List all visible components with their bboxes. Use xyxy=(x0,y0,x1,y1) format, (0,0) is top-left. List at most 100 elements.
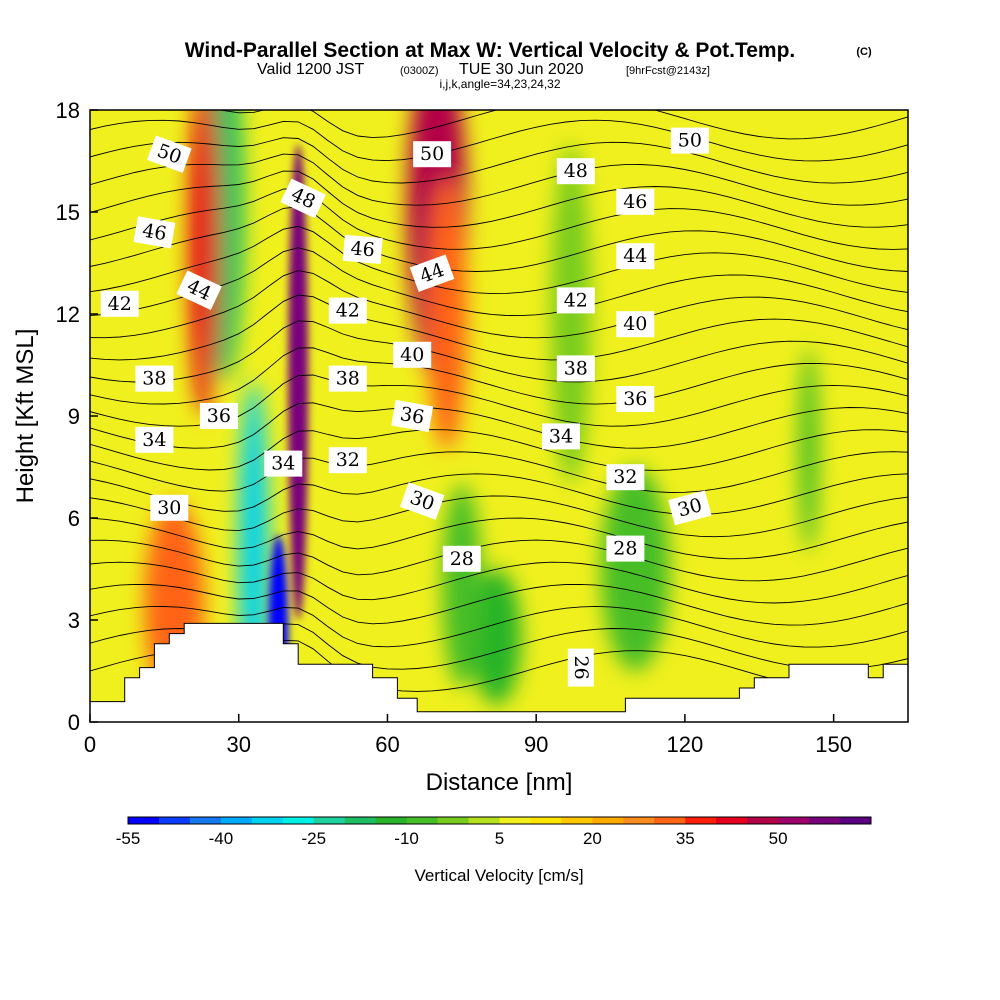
contour-label: 44 xyxy=(409,254,455,292)
theta-contour xyxy=(90,247,908,317)
contour-label: 46 xyxy=(342,234,383,265)
y-tick-label: 15 xyxy=(56,200,80,225)
contour-label-box xyxy=(328,297,367,324)
colorbar-swatch xyxy=(406,817,439,824)
y-tick-label: 9 xyxy=(68,404,80,429)
contour-label-box xyxy=(442,545,481,572)
contour-label: 48 xyxy=(556,158,595,185)
contour-label-box xyxy=(264,450,303,477)
contour-label-box xyxy=(616,386,655,412)
colorbar-swatch xyxy=(716,817,748,824)
contour-label-text: 38 xyxy=(142,368,166,390)
theta-contour xyxy=(90,137,908,184)
contour-label: 44 xyxy=(616,243,655,270)
theta-contour xyxy=(90,294,908,361)
theta-contour xyxy=(90,451,908,493)
velocity-cell xyxy=(551,144,591,484)
x-axis: 0 30 60 90 120 150 xyxy=(84,714,852,757)
contour-label: 26 xyxy=(567,648,594,687)
velocity-cell xyxy=(441,484,482,688)
contour-label-text: 46 xyxy=(623,191,647,213)
contour-label-text: 42 xyxy=(108,293,132,315)
contour-label: 50 xyxy=(670,127,709,154)
theta-contour xyxy=(90,429,908,471)
x-tick-label: 60 xyxy=(375,732,399,757)
colorbar-swatch xyxy=(158,817,191,824)
colorbar-swatch xyxy=(840,817,872,824)
colorbar-swatch xyxy=(220,817,253,824)
y-axis-label: Height [Kft MSL] xyxy=(12,329,39,504)
theta-contour xyxy=(90,206,908,272)
valid-prefix: Valid 1200 JST xyxy=(257,61,365,78)
theta-contour xyxy=(90,170,908,228)
contour-label-box xyxy=(176,270,222,311)
contour-label-box xyxy=(556,158,595,185)
contour-label: 28 xyxy=(606,535,645,562)
contour-label: 32 xyxy=(606,464,645,491)
contour-label-box xyxy=(342,234,383,265)
theta-contour xyxy=(90,225,908,295)
contour-label-text: 28 xyxy=(450,548,474,570)
theta-contour xyxy=(90,473,908,515)
contour-label-text: 40 xyxy=(623,313,647,335)
contour-label: 34 xyxy=(542,423,580,450)
contour-label-text: 42 xyxy=(564,289,588,311)
colorbar-tick-label: -40 xyxy=(209,829,234,848)
x-tick-label: 90 xyxy=(524,732,548,757)
contour-label-box xyxy=(567,648,594,687)
y-tick-label: 12 xyxy=(56,302,80,327)
contour-label-box xyxy=(606,535,645,562)
valid-z: (0300Z) xyxy=(400,65,439,77)
contour-label: 30 xyxy=(668,490,712,526)
theta-contours xyxy=(90,110,908,692)
contour-label: 38 xyxy=(135,365,174,392)
contour-label: 50 xyxy=(413,141,452,168)
theta-contour xyxy=(90,517,908,560)
contour-label: 36 xyxy=(199,403,238,429)
contour-label-text: 50 xyxy=(420,143,444,165)
contour-label-box xyxy=(135,365,174,392)
contour-label-box xyxy=(606,464,645,491)
contour-label-text: 34 xyxy=(271,453,295,475)
contour-label-text: 32 xyxy=(613,466,637,488)
velocity-cell xyxy=(189,110,219,416)
colorbar-swatch xyxy=(530,817,562,824)
x-tick-label: 30 xyxy=(226,732,250,757)
velocity-cell xyxy=(471,569,522,705)
colorbar-swatch xyxy=(654,817,686,824)
contour-label-text: 38 xyxy=(336,368,360,390)
contour-label-box xyxy=(150,494,189,521)
index-line: i,j,k,angle=34,23,24,32 xyxy=(439,77,560,91)
contour-label: 42 xyxy=(100,290,139,317)
contour-label-box xyxy=(616,243,655,270)
theta-contour xyxy=(90,402,908,449)
contour-label-text: 36 xyxy=(207,405,231,427)
forecast-tag: [9hrFcst@2143z] xyxy=(626,65,710,77)
contour-label-text: 34 xyxy=(549,425,573,447)
contour-label: 50 xyxy=(146,135,192,173)
colorbar-swatch xyxy=(623,817,655,824)
colorbar-tick-label: 5 xyxy=(495,829,504,848)
contour-label-box xyxy=(328,447,367,474)
velocity-cell xyxy=(427,178,467,450)
contour-label: 28 xyxy=(442,545,481,572)
contour-label: 30 xyxy=(399,482,445,520)
contour-label-box xyxy=(409,254,455,292)
theta-contour xyxy=(90,561,908,604)
contour-label-box xyxy=(391,399,434,433)
contour-label-box xyxy=(146,135,192,173)
y-axis: 0 3 6 9 12 15 18 xyxy=(56,98,98,735)
colorbar-frame xyxy=(127,816,872,825)
theta-contour xyxy=(218,110,908,140)
contour-label-text: 36 xyxy=(398,403,426,429)
colorbar-swatch xyxy=(437,817,470,824)
colorbar-swatch xyxy=(747,817,779,824)
contour-label-box xyxy=(328,365,367,392)
theta-contour xyxy=(90,539,908,582)
valid-time-line: Valid 1200 JST (0300Z) TUE 30 Jun 2020 [… xyxy=(257,61,710,78)
contour-label-box xyxy=(556,355,595,382)
colorbar-tick-label: -10 xyxy=(394,829,419,848)
contour-label-text: 46 xyxy=(350,237,376,261)
contour-label-box xyxy=(100,290,139,317)
colorbar-tick-label: 20 xyxy=(583,829,602,848)
